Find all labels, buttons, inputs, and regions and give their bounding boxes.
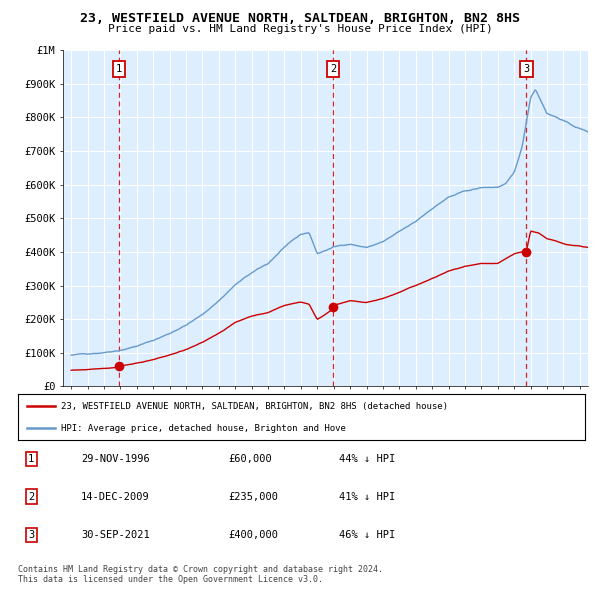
Text: 2: 2 <box>28 492 34 502</box>
Text: 23, WESTFIELD AVENUE NORTH, SALTDEAN, BRIGHTON, BN2 8HS (detached house): 23, WESTFIELD AVENUE NORTH, SALTDEAN, BR… <box>61 402 448 411</box>
Text: Contains HM Land Registry data © Crown copyright and database right 2024.
This d: Contains HM Land Registry data © Crown c… <box>18 565 383 584</box>
Text: 3: 3 <box>28 530 34 540</box>
Text: 44% ↓ HPI: 44% ↓ HPI <box>339 454 395 464</box>
Text: 1: 1 <box>116 64 122 74</box>
Text: HPI: Average price, detached house, Brighton and Hove: HPI: Average price, detached house, Brig… <box>61 424 346 432</box>
Text: 41% ↓ HPI: 41% ↓ HPI <box>339 492 395 502</box>
Text: £235,000: £235,000 <box>228 492 278 502</box>
Text: 2: 2 <box>330 64 336 74</box>
Text: Price paid vs. HM Land Registry's House Price Index (HPI): Price paid vs. HM Land Registry's House … <box>107 24 493 34</box>
Text: 1: 1 <box>28 454 34 464</box>
Text: £60,000: £60,000 <box>228 454 272 464</box>
Text: 23, WESTFIELD AVENUE NORTH, SALTDEAN, BRIGHTON, BN2 8HS: 23, WESTFIELD AVENUE NORTH, SALTDEAN, BR… <box>80 12 520 25</box>
Text: 3: 3 <box>523 64 530 74</box>
Text: 14-DEC-2009: 14-DEC-2009 <box>81 492 150 502</box>
Text: £400,000: £400,000 <box>228 530 278 540</box>
Text: 46% ↓ HPI: 46% ↓ HPI <box>339 530 395 540</box>
Text: 30-SEP-2021: 30-SEP-2021 <box>81 530 150 540</box>
Text: 29-NOV-1996: 29-NOV-1996 <box>81 454 150 464</box>
